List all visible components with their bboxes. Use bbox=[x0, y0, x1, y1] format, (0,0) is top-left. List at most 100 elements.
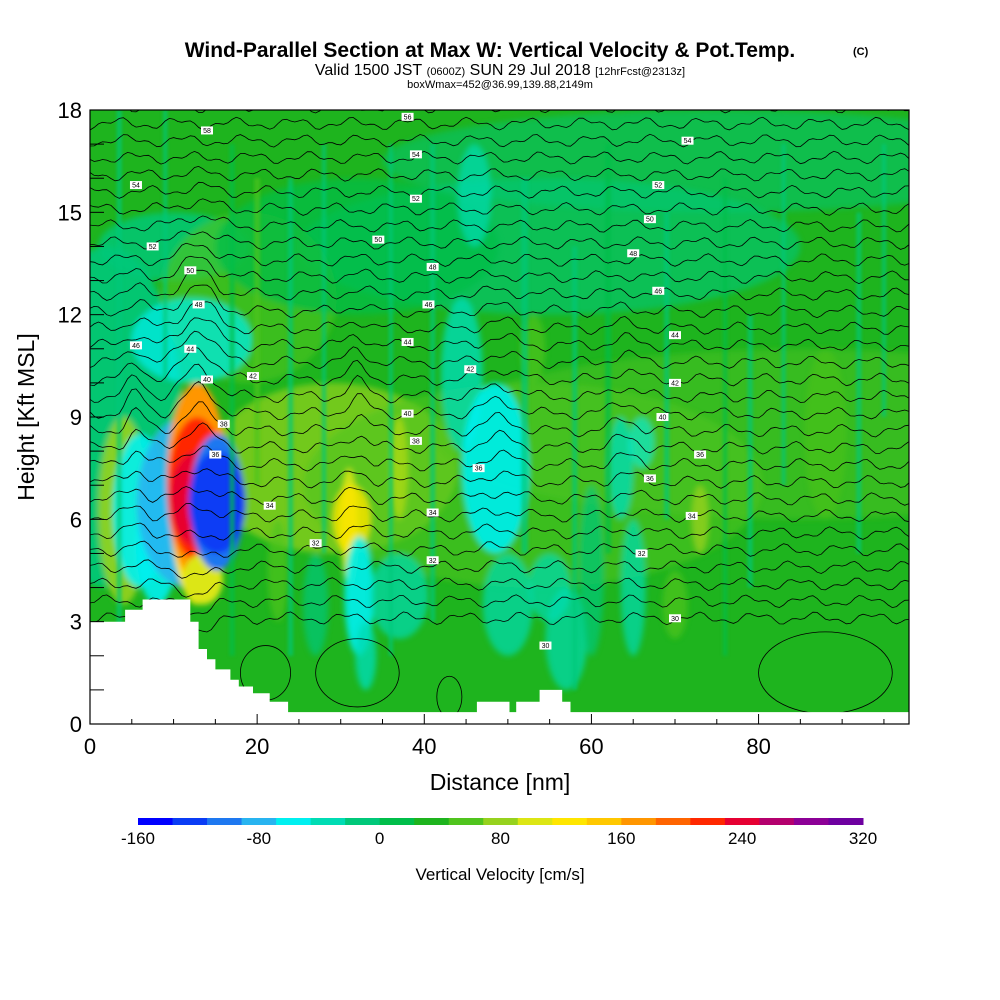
theta-label-8: 52 bbox=[146, 242, 159, 251]
theta-label-bg-6 bbox=[652, 181, 665, 190]
theta-contour-line-1 bbox=[90, 594, 909, 615]
theta-contour-line-9 bbox=[90, 445, 909, 472]
velocity-streak-15 bbox=[856, 212, 862, 554]
theta-label-20: 42 bbox=[464, 365, 477, 374]
theta-label-32: 34 bbox=[263, 501, 276, 510]
theta-label-bg-9 bbox=[372, 235, 385, 244]
terrain-mask bbox=[90, 599, 909, 724]
theta-label-bg-32 bbox=[263, 501, 276, 510]
y-tick-label-6: 18 bbox=[58, 98, 82, 123]
theta-contour-line-0 bbox=[90, 611, 909, 633]
theta-contour-line-15 bbox=[90, 330, 909, 370]
theta-label-6: 52 bbox=[652, 181, 665, 190]
theta-label-35: 32 bbox=[309, 539, 322, 548]
theta-label-bg-4 bbox=[409, 150, 422, 159]
x-tick-label-0: 0 bbox=[84, 734, 96, 759]
y-tick-label-5: 15 bbox=[58, 200, 82, 225]
velocity-streak-10 bbox=[605, 144, 612, 554]
theta-label-24: 40 bbox=[401, 409, 414, 418]
theta-label-text-36: 32 bbox=[638, 551, 646, 558]
theta-label-text-7: 50 bbox=[646, 217, 654, 224]
theta-label-bg-37 bbox=[426, 556, 439, 565]
colorbar-swatch-1 bbox=[172, 818, 208, 825]
velocity-streak-11 bbox=[664, 212, 670, 520]
theta-label-bg-5 bbox=[409, 194, 422, 203]
subtitle-valid-time: Valid 1500 JST bbox=[315, 62, 423, 79]
theta-label-5: 52 bbox=[409, 194, 422, 203]
velocity-cell-22 bbox=[332, 485, 371, 554]
theta-label-bg-19 bbox=[184, 344, 197, 353]
theta-label-bg-29 bbox=[694, 450, 707, 459]
theta-label-bg-14 bbox=[422, 300, 435, 309]
theta-label-14: 46 bbox=[422, 300, 435, 309]
colorbar-tick-label-4: 160 bbox=[607, 829, 635, 848]
theta-label-bg-1 bbox=[401, 112, 414, 121]
theta-label-13: 46 bbox=[652, 286, 665, 295]
theta-label-17: 44 bbox=[401, 337, 414, 346]
subtitle-forecast: [12hrFcst@2313z] bbox=[595, 66, 685, 78]
velocity-cell-27 bbox=[461, 382, 529, 554]
theta-contour-line-24 bbox=[90, 198, 909, 216]
theta-contour-line-22 bbox=[90, 230, 909, 250]
colorbar-tick-label-2: 0 bbox=[375, 829, 384, 848]
theta-contour-line-25 bbox=[90, 181, 909, 199]
velocity-cell-41 bbox=[390, 417, 408, 520]
theta-label-text-16: 44 bbox=[671, 333, 679, 340]
theta-label-30: 36 bbox=[472, 464, 485, 473]
colorbar-swatch-7 bbox=[379, 818, 415, 825]
y-tick-label-4: 12 bbox=[58, 303, 82, 328]
theta-label-bg-26 bbox=[217, 419, 230, 428]
theta-label-bg-23 bbox=[201, 375, 213, 384]
theta-label-19: 44 bbox=[184, 344, 197, 353]
theta-label-bg-34 bbox=[685, 511, 698, 520]
velocity-streak-8 bbox=[521, 178, 528, 554]
theta-label-text-2: 54 bbox=[684, 138, 692, 145]
colorbar-swatch-0 bbox=[138, 818, 174, 825]
plot-area: 58 56 54 54 54 52 52 50 52 50 48 48 50 46 46 48 44 44 46 44… bbox=[90, 110, 909, 724]
theta-contour-labels: 58 56 54 54 54 52 52 50 52 50 48 48 50 46 46 48 44 44 46 44… bbox=[129, 112, 707, 650]
velocity-cell-3 bbox=[382, 110, 909, 213]
theta-label-text-29: 36 bbox=[696, 452, 704, 459]
theta-label-bg-27 bbox=[409, 436, 422, 445]
y-tick-label-3: 9 bbox=[70, 405, 82, 430]
theta-contour-line-6 bbox=[90, 502, 909, 523]
colorbar-label: Vertical Velocity [cm/s] bbox=[415, 865, 584, 884]
velocity-streak-16 bbox=[881, 144, 887, 417]
theta-contour-line-29 bbox=[90, 116, 909, 131]
velocity-streak-2 bbox=[229, 144, 235, 656]
theta-label-23: 40 bbox=[201, 375, 213, 384]
theta-contour-line-12 bbox=[90, 381, 909, 421]
colorbar-swatch-3 bbox=[241, 818, 277, 825]
colorbar-swatch-9 bbox=[448, 818, 484, 825]
y-axis: 0 3 6 9 12 15 18 bbox=[58, 98, 104, 737]
theta-label-10: 48 bbox=[627, 249, 640, 258]
velocity-cell-6 bbox=[215, 178, 500, 315]
theta-label-bg-8 bbox=[146, 242, 159, 251]
theta-label-text-10: 48 bbox=[629, 251, 637, 258]
theta-contour-line-20 bbox=[90, 255, 909, 285]
colorbar-swatch-8 bbox=[414, 818, 450, 825]
theta-label-text-20: 42 bbox=[466, 367, 474, 374]
theta-label-text-19: 44 bbox=[186, 346, 194, 353]
theta-label-1: 56 bbox=[401, 112, 414, 121]
theta-contour-line-21 bbox=[90, 242, 909, 267]
theta-label-text-17: 44 bbox=[404, 339, 412, 346]
theta-label-bg-3 bbox=[129, 181, 142, 190]
theta-label-25: 40 bbox=[656, 413, 669, 422]
theta-label-text-38: 30 bbox=[671, 616, 679, 623]
colorbar-tick-label-0: -160 bbox=[121, 829, 155, 848]
colorbar-swatch-15 bbox=[655, 818, 691, 825]
velocity-cell-34 bbox=[608, 417, 634, 520]
y-tick-label-1: 3 bbox=[70, 610, 82, 635]
theta-label-bg-39 bbox=[539, 641, 552, 650]
theta-label-28: 36 bbox=[209, 450, 222, 459]
theta-contour-loop-2 bbox=[315, 638, 400, 708]
theta-label-bg-33 bbox=[426, 508, 439, 517]
theta-label-text-34: 34 bbox=[688, 513, 696, 520]
x-tick-label-3: 60 bbox=[579, 734, 603, 759]
theta-contour-line-4 bbox=[90, 540, 909, 558]
chart-subtitle: Valid 1500 JST (0600Z) SUN 29 Jul 2018 [… bbox=[315, 62, 685, 79]
theta-label-text-35: 32 bbox=[312, 541, 320, 548]
colorbar-tick-label-1: -80 bbox=[247, 829, 272, 848]
theta-label-text-28: 36 bbox=[211, 452, 219, 459]
